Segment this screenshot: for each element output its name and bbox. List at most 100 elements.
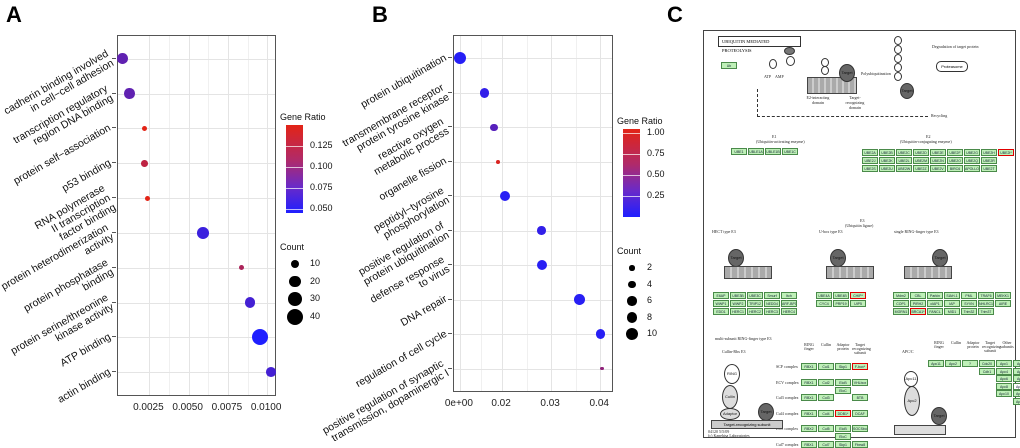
apc-gene-box[interactable]: Apc13 (1013, 397, 1020, 405)
complex-gene-box[interactable]: RBX1 (801, 378, 817, 386)
complex-gene-box[interactable]: Cul3 (818, 394, 834, 401)
hect-gene-box[interactable]: UBE3B (730, 292, 746, 299)
e1-gene-box[interactable]: UBE1 (731, 148, 747, 155)
ring-gene-box[interactable]: COP1 (893, 300, 909, 307)
complex-gene-box[interactable]: VHLbox (852, 378, 868, 386)
ring-gene-box[interactable]: Trim32 (961, 308, 977, 315)
hect-gene-box[interactable]: WWP2 (730, 300, 746, 307)
ring-gene-box[interactable]: Parkin (927, 292, 943, 299)
hect-gene-box[interactable]: TRIP12 (747, 300, 763, 307)
ring-gene-box[interactable]: cIAP1 (927, 300, 943, 307)
ring-gene-box[interactable]: MEKK1 (995, 292, 1011, 299)
e2-gene-box[interactable]: UBE2H (981, 149, 997, 156)
e2-gene-box[interactable]: UBE2I* (998, 149, 1014, 156)
complex-gene-box[interactable]: DDB1* (835, 409, 851, 417)
e2-gene-box[interactable]: UBE2C (896, 149, 912, 156)
e2-gene-box[interactable]: UBE2Q (964, 157, 980, 164)
ubox-gene-box[interactable]: UIP5 (850, 300, 866, 307)
apc-gene-box[interactable]: Apc7 (1013, 375, 1020, 382)
hect-gene-box[interactable]: HERC2 (747, 308, 763, 315)
ring-gene-box[interactable]: NHLRC1 (978, 300, 994, 307)
apc-gene-box[interactable]: Cdh1 (979, 367, 995, 375)
e2-gene-box[interactable]: UBE2G (964, 149, 980, 156)
e2-gene-box[interactable]: UBE2F (947, 149, 963, 156)
e2-gene-box[interactable]: UBE2D (913, 149, 929, 156)
hect-gene-box[interactable]: Smurf (764, 292, 780, 299)
e2-gene-box[interactable]: UBE2J (862, 157, 878, 164)
ring-gene-box[interactable]: SIAH-1 (944, 292, 960, 299)
ring-gene-box[interactable]: MGRN1 (893, 308, 909, 315)
ring-gene-box[interactable]: Mdm2 (893, 292, 909, 299)
complex-gene-box[interactable]: Cul5 (818, 425, 834, 432)
complex-gene-box[interactable]: Cul4 (818, 409, 834, 417)
e2-gene-box[interactable]: UBE2M (913, 157, 929, 164)
complex-gene-box[interactable]: RBX1 (801, 440, 817, 448)
ubox-gene-box[interactable]: UBE4A (816, 292, 832, 299)
ring-gene-box[interactable]: Trim37 (978, 308, 994, 315)
apc-gene-box[interactable]: Cdc20 (979, 360, 995, 367)
e2-gene-box[interactable]: UBE2Z (913, 165, 929, 172)
complex-gene-box[interactable]: F-box* (852, 363, 868, 370)
complex-gene-box[interactable]: RBX2 (801, 425, 817, 432)
e2-gene-box[interactable]: UBE2W (896, 165, 912, 172)
complex-gene-box[interactable]: EloB (835, 425, 851, 432)
hect-gene-box[interactable]: HERC4 (781, 308, 797, 315)
ring-gene-box[interactable]: FANCL (927, 308, 943, 315)
ubox-gene-box[interactable]: CYC4 (816, 300, 832, 307)
apc-gene-box[interactable]: Apc12 (1013, 390, 1020, 397)
e2-gene-box[interactable]: UBE2R (981, 157, 997, 164)
e1-gene-box[interactable]: UBLE1B (765, 148, 781, 155)
hect-gene-box[interactable]: WWP1 (713, 300, 729, 307)
ring-gene-box[interactable]: IAP (944, 300, 960, 307)
hect-gene-box[interactable]: HERC3 (764, 308, 780, 315)
hect-gene-box[interactable]: NEDD4 (764, 300, 780, 307)
e2-gene-box[interactable]: UBE2S (862, 165, 878, 172)
hect-gene-box[interactable]: EDD1 (713, 308, 729, 315)
apc-gene-box[interactable]: Apc6 (996, 375, 1012, 382)
ring-gene-box[interactable]: CBL (910, 292, 926, 299)
e2-gene-box[interactable]: UBE2V (930, 165, 946, 172)
ring-gene-box[interactable]: BRCA1* (910, 308, 926, 315)
complex-gene-box[interactable]: Cul1 (818, 363, 834, 370)
e1-gene-box[interactable]: UBLE1A (748, 148, 764, 155)
apc-gene-box[interactable]: Apc10 (996, 390, 1012, 397)
e2-gene-box[interactable]: BIRC6 (947, 165, 963, 172)
complex-gene-box[interactable]: EloB (835, 378, 851, 386)
hect-gene-box[interactable]: UBE3C (747, 292, 763, 299)
complex-gene-box[interactable]: EloC (835, 433, 851, 440)
complex-gene-box[interactable]: DCAF (852, 409, 868, 417)
apc-gene-box[interactable]: ? (962, 360, 978, 367)
complex-gene-box[interactable]: RBX1 (801, 363, 817, 370)
ring-gene-box[interactable]: AIRE (995, 300, 1011, 307)
e1-gene-box[interactable]: UBE1C (782, 148, 798, 155)
apc-gene-box[interactable]: Apc2 (945, 360, 961, 367)
apc-gene-box[interactable]: Apc9~ (1013, 382, 1020, 390)
complex-gene-box[interactable]: Fbxw8 (852, 440, 868, 448)
complex-gene-box[interactable]: EloC (835, 386, 851, 394)
complex-gene-box[interactable]: RBX1 (801, 394, 817, 401)
complex-gene-box[interactable]: Skp1 (835, 363, 851, 370)
e2-gene-box[interactable]: APOLLON (964, 165, 980, 172)
e2-gene-box[interactable]: UBE2A (862, 149, 878, 156)
complex-gene-box[interactable]: RBX1 (801, 409, 817, 417)
apc-gene-box[interactable]: Apc8 (996, 382, 1012, 390)
apc-gene-box[interactable]: Apc11 (928, 360, 944, 367)
complex-gene-box[interactable]: Skp1 (835, 440, 851, 448)
e2-gene-box[interactable]: UBE2T (981, 165, 997, 172)
complex-gene-box[interactable]: BTB (852, 394, 868, 401)
ubox-gene-box[interactable]: UBE4B (833, 292, 849, 299)
apc-gene-box[interactable]: Apc3 (1013, 360, 1020, 367)
ring-gene-box[interactable]: PML (961, 292, 977, 299)
ring-gene-box[interactable]: PIRH2 (910, 300, 926, 307)
ubox-gene-box[interactable]: PRP19 (833, 300, 849, 307)
hect-gene-box[interactable]: E6AP (713, 292, 729, 299)
hect-gene-box[interactable]: HERC1 (730, 308, 746, 315)
ubox-gene-box[interactable]: CHIP* (850, 292, 866, 299)
ring-gene-box[interactable]: SYVN (961, 300, 977, 307)
apc-gene-box[interactable]: Apc4 (996, 367, 1012, 375)
e2-gene-box[interactable]: UBE2B (879, 149, 895, 156)
hect-gene-box[interactable]: Itch (781, 292, 797, 299)
e2-gene-box[interactable]: UBE2E (930, 149, 946, 156)
apc-gene-box[interactable]: Apc5 (1013, 367, 1020, 375)
apc-gene-box[interactable]: Apc1 (996, 360, 1012, 367)
